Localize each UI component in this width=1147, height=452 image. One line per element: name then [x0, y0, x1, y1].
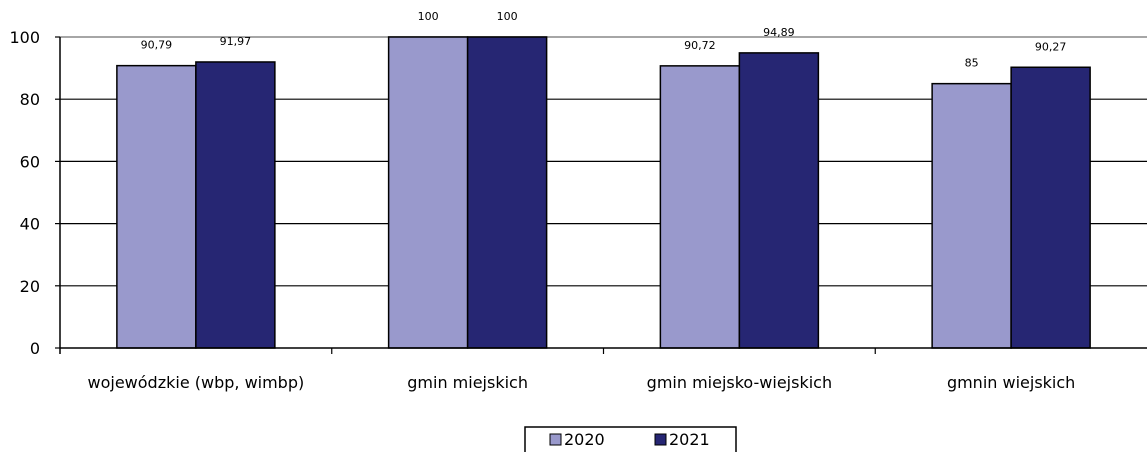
data-labels: 90,79 91,97 100 100 90,72 94,89 85 90,27 — [141, 10, 1067, 70]
y-tick-label: 80 — [20, 90, 40, 109]
data-label: 90,27 — [1035, 40, 1067, 53]
bar-2021 — [195, 61, 276, 349]
bar-2021 — [1010, 66, 1091, 349]
x-category-label: gmin miejsko-wiejskich — [647, 373, 832, 392]
bar-2021 — [738, 52, 820, 349]
legend-swatch-2021 — [654, 433, 667, 446]
legend-label-2021: 2021 — [669, 430, 710, 449]
data-label: 94,89 — [763, 26, 795, 39]
x-category-label: gmnin wiejskich — [947, 373, 1075, 392]
x-axis-category-labels: wojewódzkie (wbp, wimbp) gmin miejskich gm… — [88, 373, 1076, 392]
x-category-label: gmin miejskich — [407, 373, 528, 392]
y-tick-label: 20 — [20, 277, 40, 296]
legend-swatch-2020 — [549, 433, 562, 446]
bar-2020 — [116, 64, 197, 349]
y-tick-label: 0 — [30, 339, 40, 358]
data-label: 91,97 — [220, 35, 252, 48]
data-label: 100 — [497, 10, 518, 23]
data-label: 90,72 — [684, 39, 716, 52]
bar-2021 — [466, 36, 548, 349]
y-axis-ticks: 0 20 40 60 80 100 — [9, 28, 60, 358]
y-tick-label: 100 — [9, 28, 40, 47]
data-label: 100 — [418, 10, 439, 23]
data-label: 85 — [965, 57, 979, 70]
bars — [116, 36, 1091, 349]
axes — [59, 37, 1147, 354]
bar-2020 — [931, 82, 1012, 349]
legend-label-2020: 2020 — [564, 430, 605, 449]
bar-2020 — [659, 65, 741, 349]
bar-2020 — [387, 36, 469, 349]
y-tick-label: 40 — [20, 215, 40, 234]
y-tick-label: 60 — [20, 152, 40, 171]
data-label: 90,79 — [141, 39, 173, 52]
x-category-label: wojewódzkie (wbp, wimbp) — [88, 373, 305, 392]
legend: 2020 2021 — [524, 426, 737, 452]
